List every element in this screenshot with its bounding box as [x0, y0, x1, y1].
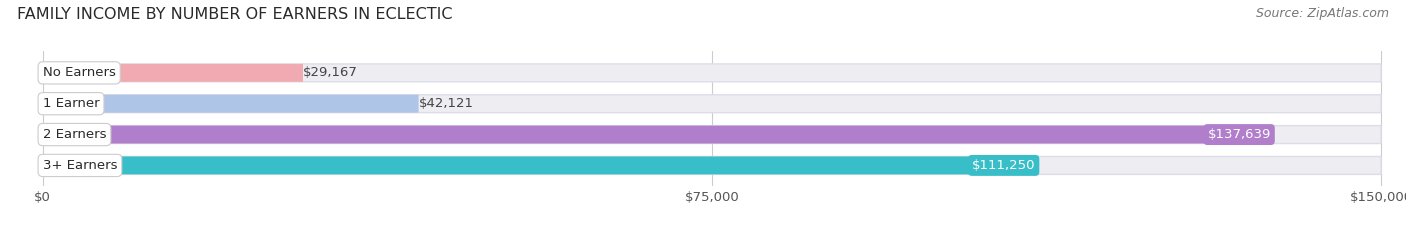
- FancyBboxPatch shape: [42, 64, 1381, 82]
- FancyBboxPatch shape: [42, 157, 1381, 174]
- Text: $42,121: $42,121: [419, 97, 474, 110]
- Text: $137,639: $137,639: [1208, 128, 1271, 141]
- Text: 2 Earners: 2 Earners: [42, 128, 107, 141]
- Text: 3+ Earners: 3+ Earners: [42, 159, 117, 172]
- Text: FAMILY INCOME BY NUMBER OF EARNERS IN ECLECTIC: FAMILY INCOME BY NUMBER OF EARNERS IN EC…: [17, 7, 453, 22]
- Text: $29,167: $29,167: [302, 66, 359, 79]
- Text: 1 Earner: 1 Earner: [42, 97, 100, 110]
- FancyBboxPatch shape: [42, 95, 419, 113]
- FancyBboxPatch shape: [42, 157, 1035, 174]
- FancyBboxPatch shape: [42, 95, 1381, 113]
- FancyBboxPatch shape: [42, 126, 1271, 144]
- Text: Source: ZipAtlas.com: Source: ZipAtlas.com: [1256, 7, 1389, 20]
- FancyBboxPatch shape: [42, 64, 302, 82]
- Text: $111,250: $111,250: [972, 159, 1035, 172]
- FancyBboxPatch shape: [42, 126, 1381, 144]
- Text: No Earners: No Earners: [42, 66, 115, 79]
